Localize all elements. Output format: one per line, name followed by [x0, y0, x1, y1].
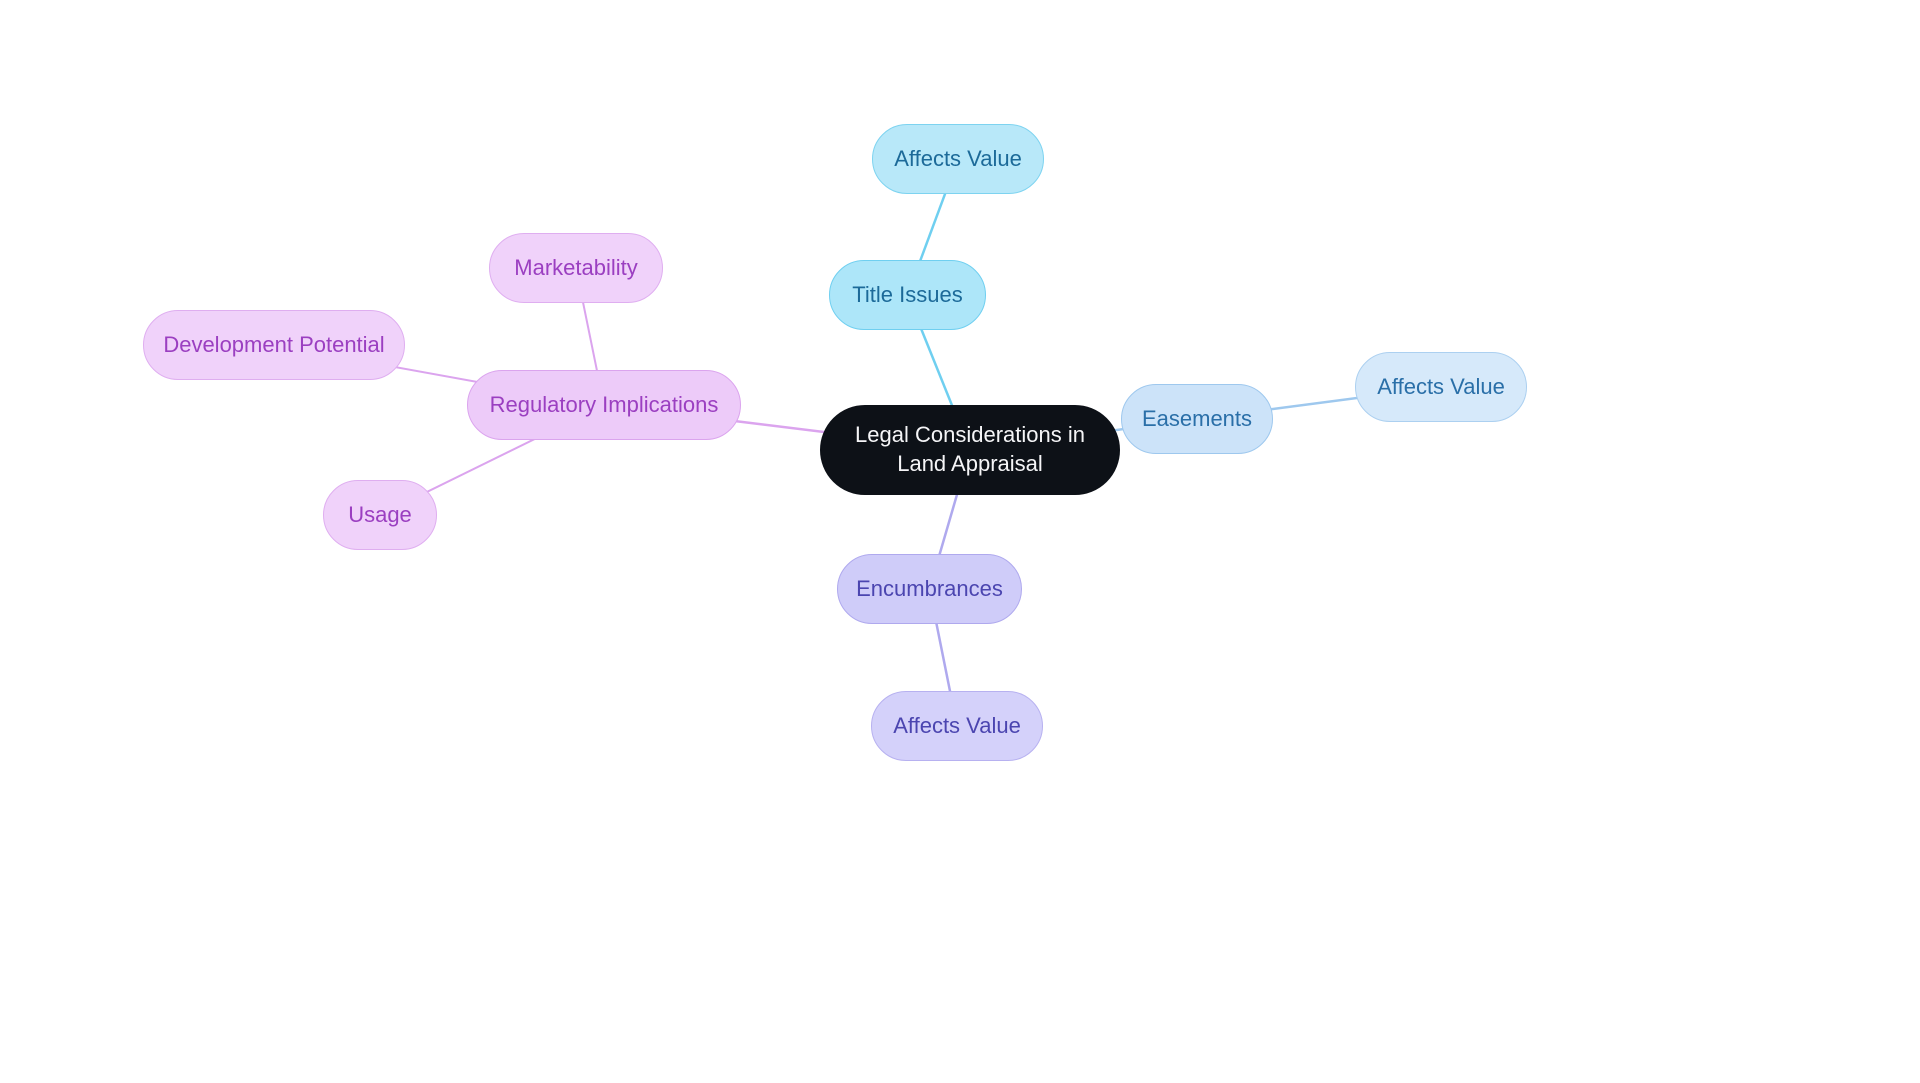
node-label: Affects Value	[1377, 374, 1505, 400]
node-enc_affects: Affects Value	[871, 691, 1043, 761]
node-center: Legal Considerations in Land Appraisal	[820, 405, 1120, 495]
node-label: Affects Value	[894, 146, 1022, 172]
node-usage: Usage	[323, 480, 437, 550]
node-label: Affects Value	[893, 713, 1021, 739]
node-label: Regulatory Implications	[490, 392, 719, 418]
node-easements: Easements	[1121, 384, 1273, 454]
node-regulatory: Regulatory Implications	[467, 370, 741, 440]
node-label: Title Issues	[852, 282, 962, 308]
node-label: Development Potential	[163, 332, 384, 358]
node-label: Marketability	[514, 255, 637, 281]
node-marketability: Marketability	[489, 233, 663, 303]
node-label: Usage	[348, 502, 412, 528]
node-label: Encumbrances	[856, 576, 1003, 602]
node-encumbrances: Encumbrances	[837, 554, 1022, 624]
node-title_issues: Title Issues	[829, 260, 986, 330]
node-easements_affects: Affects Value	[1355, 352, 1527, 422]
node-label: Legal Considerations in Land Appraisal	[847, 421, 1093, 478]
node-label: Easements	[1142, 406, 1252, 432]
node-dev_potential: Development Potential	[143, 310, 405, 380]
node-title_affects: Affects Value	[872, 124, 1044, 194]
